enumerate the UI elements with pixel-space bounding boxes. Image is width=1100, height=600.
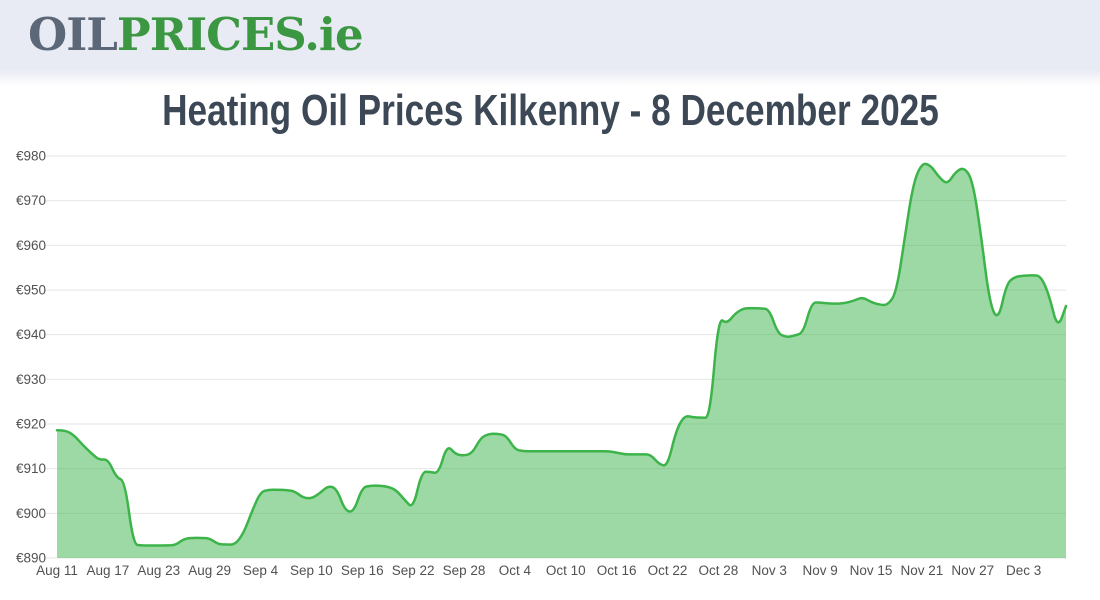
x-tick-label: Nov 27 (951, 563, 994, 578)
y-tick-label: €980 (16, 149, 46, 164)
site-header: OILPRICES.ie (0, 0, 1100, 70)
x-tick-label: Sep 10 (290, 563, 333, 578)
logo-oil: OIL (28, 8, 118, 61)
y-tick-label: €950 (16, 283, 46, 298)
x-tick-label: Nov 9 (802, 563, 837, 578)
price-chart[interactable]: €890 €900 €910 €920 €930 €940 €950 €960 €970 €980… (0, 142, 1100, 600)
x-tick-label: Aug 17 (86, 563, 129, 578)
price-area-fill[interactable] (57, 163, 1066, 559)
header-shadow (0, 70, 1100, 86)
price-line[interactable] (55, 162, 1068, 547)
logo-prices: PRICES (116, 8, 305, 61)
y-tick-label: €920 (16, 417, 46, 432)
y-tick-label: €940 (16, 327, 46, 342)
y-tick-label: €900 (16, 506, 46, 521)
y-tick-label: €890 (16, 551, 46, 566)
x-tick-label: Nov 15 (850, 563, 893, 578)
x-tick-label: Oct 22 (648, 563, 688, 578)
y-tick-label: €910 (16, 461, 46, 476)
price-chart-svg[interactable]: €890 €900 €910 €920 €930 €940 €950 €960 €970 €980… (0, 142, 1100, 600)
x-tick-label: Oct 28 (698, 563, 738, 578)
x-tick-label: Sep 4 (243, 563, 279, 578)
x-tick-label: Oct 16 (597, 563, 637, 578)
x-tick-label: Oct 4 (499, 563, 532, 578)
x-tick-label: Nov 3 (752, 563, 787, 578)
x-tick-label: Aug 23 (137, 563, 180, 578)
y-tick-label: €970 (16, 193, 46, 208)
x-tick-label: Nov 21 (900, 563, 943, 578)
x-tick-label: Sep 28 (443, 563, 486, 578)
x-tick-label: Sep 22 (392, 563, 435, 578)
x-tick-label: Aug 29 (188, 563, 231, 578)
x-tick-label: Oct 10 (546, 563, 586, 578)
y-tick-label: €930 (16, 372, 46, 387)
logo[interactable]: OILPRICES.ie (28, 0, 364, 70)
page-title: Heating Oil Prices Kilkenny - 8 December… (161, 86, 939, 135)
logo-ie: .ie (304, 8, 363, 61)
x-tick-label: Aug 11 (36, 563, 78, 578)
x-tick-label: Sep 16 (341, 563, 384, 578)
y-tick-label: €960 (16, 238, 46, 253)
x-tick-label: Dec 3 (1006, 563, 1041, 578)
